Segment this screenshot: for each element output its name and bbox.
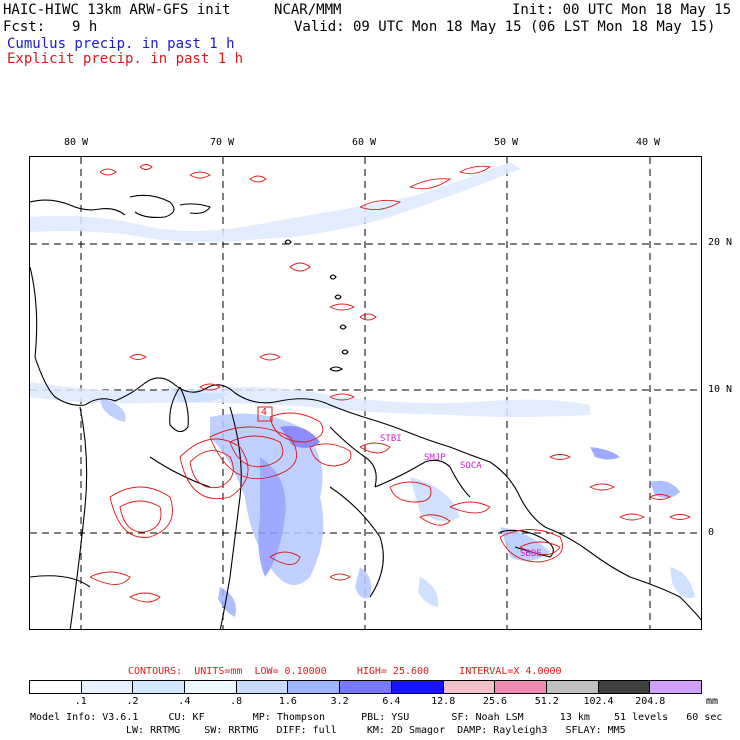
colorbar-swatch [391,681,444,693]
lon-label-50w: 50 W [494,137,519,148]
colorbar-swatch [30,681,82,693]
station-smjp: SMJP [424,453,446,463]
cumulus-precip-field [30,162,695,617]
contours-high: HIGH= 25.600 [356,666,430,677]
legend-cumulus: Cumulus precip. in past 1 h [7,36,235,52]
org-label: NCAR/MMM [274,2,342,18]
model-info-line1: Model Info: V3.6.1 CU: KF MP: Thompson P… [30,712,723,723]
colorbar-swatch [288,681,341,693]
lat-label-20n: 20 N [708,237,733,248]
explicit-precip-contours [89,164,692,603]
colorbar-tick-label: .2 [126,696,139,707]
contours-info: CONTOURS: UNITS=mm LOW= 0.10000 HIGH= 25… [128,666,562,677]
fcst-value: 9 h [72,19,98,35]
colorbar-tick-label: 1.6 [278,696,297,707]
colorbar-swatch [546,681,599,693]
map-canvas [30,157,701,629]
lat-lon-grid [30,157,701,629]
precip-map: 4 STBI SMJP SOCA SBBE [29,156,702,630]
init-time: Init: 00 UTC Mon 18 May 15 [512,2,732,18]
colorbar-swatch [81,681,134,693]
fcst-label: Fcst: [3,19,46,35]
contours-interval: INTERVAL=X 4.0000 [459,666,562,677]
highlight-box [257,406,273,422]
contours-low: LOW= 0.10000 [254,666,327,677]
colorbar-swatch [495,681,547,693]
colorbar-tick-label: 3.2 [330,696,349,707]
legend-explicit: Explicit precip. in past 1 h [7,51,244,67]
colorbar-tick-label: 204.8 [635,696,666,707]
station-soca: SOCA [460,461,482,471]
colorbar-tick-label: 51.2 [534,696,559,707]
colorbar [29,680,702,694]
colorbar-tick-label: 12.8 [431,696,456,707]
colorbar-swatch [236,681,289,693]
model-info-line2: LW: RRTMG SW: RRTMG DIFF: full KM: 2D Sm… [126,725,626,736]
contours-label: CONTOURS: [128,666,183,677]
lon-label-70w: 70 W [210,137,235,148]
model-title: HAIC-HIWC 13km ARW-GFS init [3,2,231,18]
colorbar-swatch [185,681,237,693]
colorbar-swatch [443,681,496,693]
colorbar-unit: mm [706,696,719,707]
colorbar-tick-label: 6.4 [382,696,401,707]
colorbar-swatch [598,681,651,693]
station-stbi: STBI [380,434,402,444]
colorbar-tick-label: .8 [230,696,243,707]
coastlines [30,194,701,629]
colorbar-tick-label: 25.6 [482,696,508,707]
highlight-value: 4 [261,407,268,418]
colorbar-swatch [650,681,701,693]
station-sbbe: SBBE [520,549,542,559]
colorbar-tick-label: .4 [178,696,191,707]
colorbar-swatch [133,681,186,693]
valid-time: Valid: 09 UTC Mon 18 May 15 (06 LST Mon … [294,19,716,35]
colorbar-tick-label: .1 [74,696,87,707]
contours-units: UNITS=mm [194,666,243,677]
lat-label-10n: 10 N [708,384,733,395]
lat-label-0: 0 [708,527,715,538]
lon-label-80w: 80 W [64,137,89,148]
colorbar-swatch [340,681,392,693]
lon-label-40w: 40 W [636,137,661,148]
lon-label-60w: 60 W [352,137,377,148]
colorbar-tick-label: 102.4 [583,696,614,707]
